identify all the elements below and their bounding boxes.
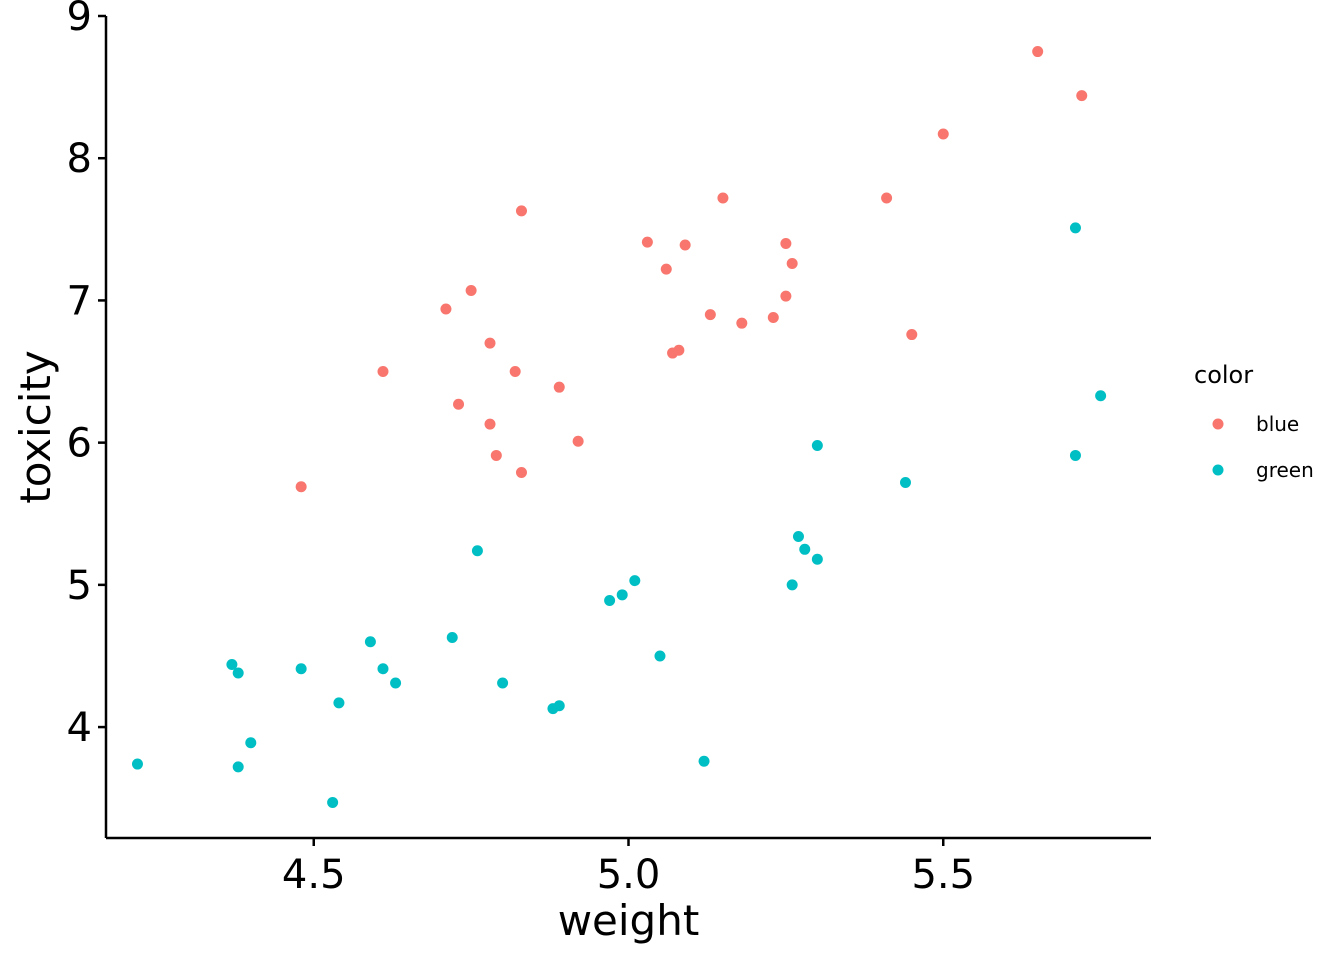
point-green	[226, 658, 238, 670]
point-blue	[780, 238, 792, 250]
point-green	[553, 700, 565, 712]
point-blue	[484, 418, 496, 430]
point-blue	[780, 290, 792, 302]
point-blue	[660, 263, 672, 275]
point-blue	[377, 366, 389, 378]
point-green	[327, 796, 339, 808]
point-green	[811, 439, 823, 451]
point-blue	[1032, 46, 1044, 58]
point-green	[629, 575, 641, 587]
point-blue	[641, 236, 653, 248]
point-blue	[509, 366, 521, 378]
legend-title: color	[1194, 361, 1253, 389]
point-blue	[717, 192, 729, 204]
point-blue	[736, 317, 748, 329]
point-green	[604, 595, 616, 607]
x-axis-title: weight	[558, 896, 700, 945]
point-green	[811, 553, 823, 565]
point-blue	[1076, 90, 1088, 102]
legend-label-blue: blue	[1256, 412, 1299, 436]
y-tick-label: 5	[67, 563, 92, 609]
point-green	[497, 677, 509, 689]
point-green	[364, 636, 376, 648]
point-green	[446, 631, 458, 643]
point-blue	[515, 205, 527, 217]
point-blue	[484, 337, 496, 349]
point-blue	[572, 435, 584, 447]
point-blue	[553, 381, 565, 393]
point-blue	[881, 192, 893, 204]
x-axis-ticks: 4.5 5.0 5.5	[282, 838, 975, 898]
point-green	[377, 663, 389, 675]
point-green	[232, 667, 244, 679]
legend-items: blue green	[1212, 412, 1314, 482]
point-green	[654, 650, 666, 662]
x-tick-label: 5.5	[911, 852, 975, 898]
y-axis-ticks: 4 5 6 7 8 9	[67, 0, 106, 751]
point-green	[899, 476, 911, 488]
point-green	[799, 543, 811, 555]
legend-label-green: green	[1256, 458, 1314, 482]
x-tick-label: 4.5	[282, 852, 346, 898]
point-blue	[767, 311, 779, 323]
y-tick-label: 7	[67, 278, 92, 324]
point-green	[1095, 390, 1107, 402]
legend-key-blue	[1212, 418, 1224, 430]
point-blue	[515, 467, 527, 479]
point-blue	[295, 481, 307, 493]
point-blue	[453, 398, 465, 410]
point-green	[616, 589, 628, 601]
point-blue	[465, 284, 477, 296]
y-tick-label: 8	[67, 136, 92, 182]
plot-area: 4.5 5.0 5.5 4 5 6 7 8 9	[67, 0, 1151, 898]
point-blue	[440, 303, 452, 315]
point-blue	[704, 309, 716, 321]
x-tick-label: 5.0	[597, 852, 661, 898]
point-blue	[673, 344, 685, 356]
point-green	[232, 761, 244, 773]
data-points	[131, 46, 1107, 808]
y-axis-title: toxicity	[11, 350, 60, 503]
point-green	[698, 755, 710, 767]
point-green	[1069, 222, 1081, 234]
point-green	[471, 545, 483, 557]
point-green	[131, 758, 143, 770]
y-tick-label: 6	[67, 421, 92, 467]
y-tick-label: 9	[67, 0, 92, 40]
point-green	[295, 663, 307, 675]
point-blue	[679, 239, 691, 251]
point-green	[333, 697, 345, 709]
point-blue	[937, 128, 949, 140]
point-green	[390, 677, 402, 689]
point-green	[786, 579, 798, 591]
legend: color blue green	[1194, 361, 1314, 482]
y-tick-label: 4	[67, 705, 92, 751]
point-blue	[786, 257, 798, 269]
point-green	[245, 737, 257, 749]
point-green	[1069, 449, 1081, 461]
point-blue	[906, 329, 918, 341]
point-green	[792, 531, 804, 543]
legend-key-green	[1212, 464, 1224, 476]
point-blue	[490, 449, 502, 461]
